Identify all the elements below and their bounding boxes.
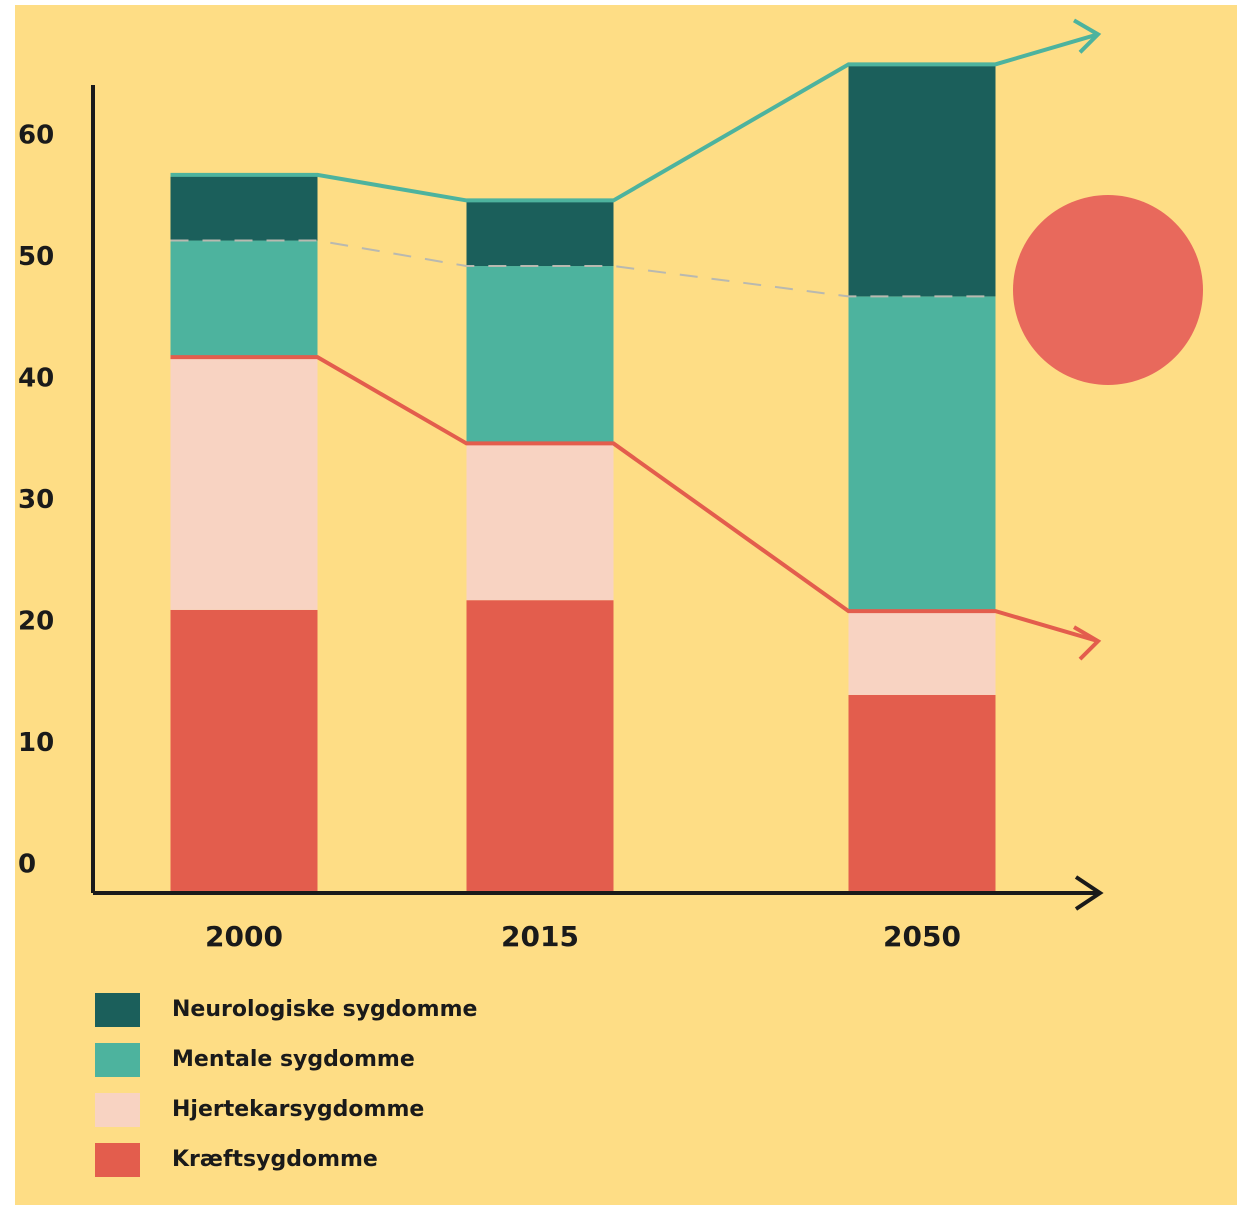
legend-label: Mentale sygdomme: [172, 1047, 415, 1072]
y-tick-label: 50: [18, 242, 54, 272]
bar-segment: [466, 600, 614, 893]
legend-swatch: [95, 1143, 140, 1177]
illustration: [1013, 195, 1203, 385]
trend-line: [170, 32, 1099, 203]
legend-swatch: [95, 1043, 140, 1077]
bar-segment: [848, 296, 996, 612]
y-tick-label: 20: [18, 606, 54, 636]
bar-segment: [466, 266, 614, 444]
bar-segment: [466, 443, 614, 601]
x-axis-arrow: [1074, 875, 1104, 911]
legend-label: Kræftsygdomme: [172, 1147, 378, 1172]
bar-segment: [170, 240, 318, 358]
x-tick-label: 2015: [501, 920, 579, 953]
legend-swatch: [95, 1093, 140, 1127]
y-tick-label: 60: [18, 120, 54, 150]
bar-segment: [848, 64, 996, 297]
legend-label: Hjertekarsygdomme: [172, 1097, 424, 1122]
legend-swatch: [95, 993, 140, 1027]
legend-label: Neurologiske sygdomme: [172, 997, 477, 1022]
bar-segment: [170, 609, 318, 893]
trend-line: [170, 239, 996, 298]
y-tick-label: 40: [18, 363, 54, 393]
x-tick-label: 2000: [205, 920, 283, 953]
bar-segment: [170, 357, 318, 610]
bar-segment: [170, 174, 318, 241]
bar-segment: [466, 200, 614, 267]
y-tick-label: 30: [18, 485, 54, 515]
y-tick-label: 0: [18, 850, 36, 880]
bar-segment: [848, 694, 996, 893]
y-tick-label: 10: [18, 728, 54, 758]
x-tick-label: 2050: [883, 920, 961, 953]
bar-segment: [848, 611, 996, 695]
trend-line: [170, 355, 1099, 644]
